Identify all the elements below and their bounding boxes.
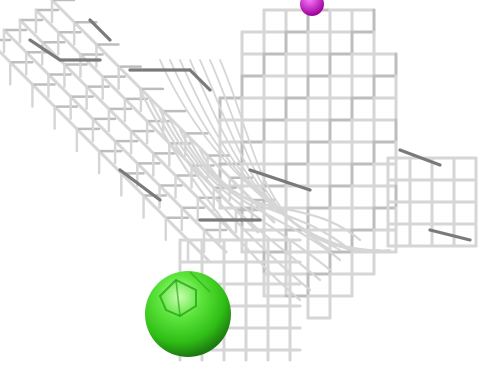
electron-density-mesh	[0, 0, 478, 362]
magenta-atom	[300, 0, 324, 16]
green-sphere	[145, 271, 231, 357]
